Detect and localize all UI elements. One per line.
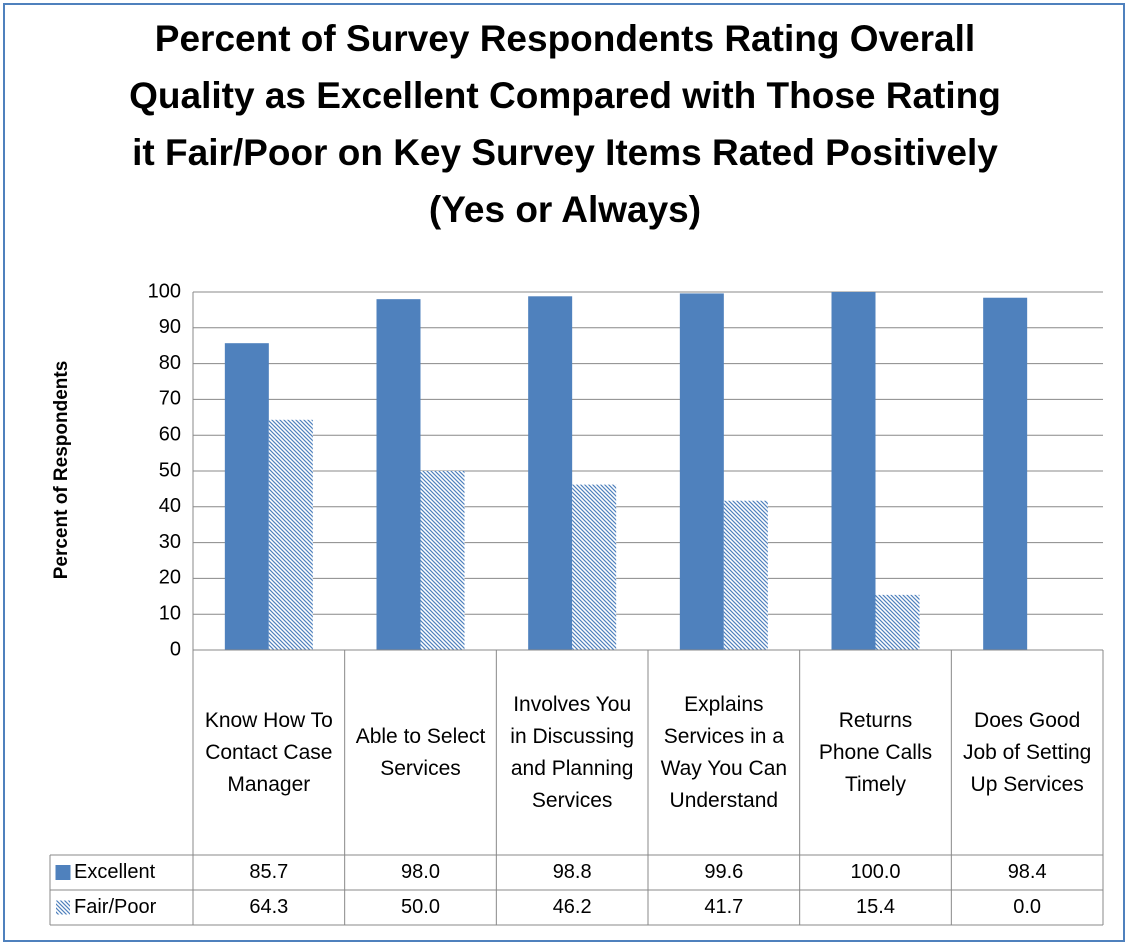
bar bbox=[572, 484, 617, 650]
category-cell: Able to Select Services bbox=[355, 724, 486, 780]
bar bbox=[224, 343, 269, 650]
legend-label: Excellent bbox=[74, 861, 156, 883]
bar bbox=[268, 419, 313, 650]
y-tick-label: 80 bbox=[159, 352, 181, 374]
category-cell: Returns Phone Calls Timely bbox=[818, 708, 933, 796]
table-value: 46.2 bbox=[553, 896, 592, 918]
category-cell: Know How To Contact Case Manager bbox=[204, 708, 333, 796]
table-value: 85.7 bbox=[249, 861, 288, 883]
table-value: 41.7 bbox=[704, 896, 743, 918]
legend-label: Fair/Poor bbox=[74, 896, 157, 918]
bar bbox=[831, 292, 876, 650]
table-value: 0.0 bbox=[1013, 896, 1041, 918]
bar bbox=[723, 500, 768, 650]
bar bbox=[376, 299, 421, 650]
table-value: 98.8 bbox=[553, 861, 592, 883]
y-tick-label: 60 bbox=[159, 423, 181, 445]
y-tick-label: 40 bbox=[159, 495, 181, 517]
y-tick-label: 20 bbox=[159, 567, 181, 589]
y-tick-label: 90 bbox=[159, 316, 181, 338]
x-tick-label: Know How To Contact Case Manager bbox=[204, 708, 333, 796]
category-cell: Explains Services in a Way You Can Under… bbox=[660, 692, 788, 812]
bar bbox=[528, 296, 573, 650]
x-tick-label: Involves You in Discussing and Planning … bbox=[510, 692, 635, 812]
legend-key bbox=[56, 900, 70, 915]
bar bbox=[875, 594, 920, 650]
table-value: 98.0 bbox=[401, 861, 440, 883]
y-tick-label: 50 bbox=[159, 459, 181, 481]
x-tick-label: Does Good Job of Setting Up Services bbox=[962, 708, 1092, 796]
y-tick-label: 30 bbox=[159, 531, 181, 553]
table-value: 50.0 bbox=[401, 896, 440, 918]
x-tick-label: Returns Phone Calls Timely bbox=[818, 708, 933, 796]
bar bbox=[679, 293, 724, 650]
y-tick-label: 10 bbox=[159, 602, 181, 624]
y-axis-title: Percent of Respondents bbox=[51, 361, 72, 580]
category-cell: Does Good Job of Setting Up Services bbox=[962, 708, 1092, 796]
y-tick-label: 70 bbox=[159, 388, 181, 410]
bar bbox=[983, 297, 1028, 650]
x-tick-label: Able to Select Services bbox=[355, 724, 486, 780]
chart-title: Percent of Survey Respondents Rating Ove… bbox=[129, 18, 1001, 230]
bar bbox=[420, 471, 465, 650]
table-value: 15.4 bbox=[856, 896, 895, 918]
table-value: 100.0 bbox=[850, 861, 900, 883]
x-tick-label: Explains Services in a Way You Can Under… bbox=[660, 692, 788, 812]
table-value: 64.3 bbox=[249, 896, 288, 918]
category-cell: Involves You in Discussing and Planning … bbox=[510, 692, 635, 812]
y-tick-label: 0 bbox=[170, 638, 181, 660]
legend-key bbox=[55, 865, 71, 880]
y-tick-label: 100 bbox=[148, 280, 181, 302]
table-value: 99.6 bbox=[704, 861, 743, 883]
table-value: 98.4 bbox=[1008, 861, 1047, 883]
title-box: Percent of Survey Respondents Rating Ove… bbox=[129, 18, 1001, 230]
